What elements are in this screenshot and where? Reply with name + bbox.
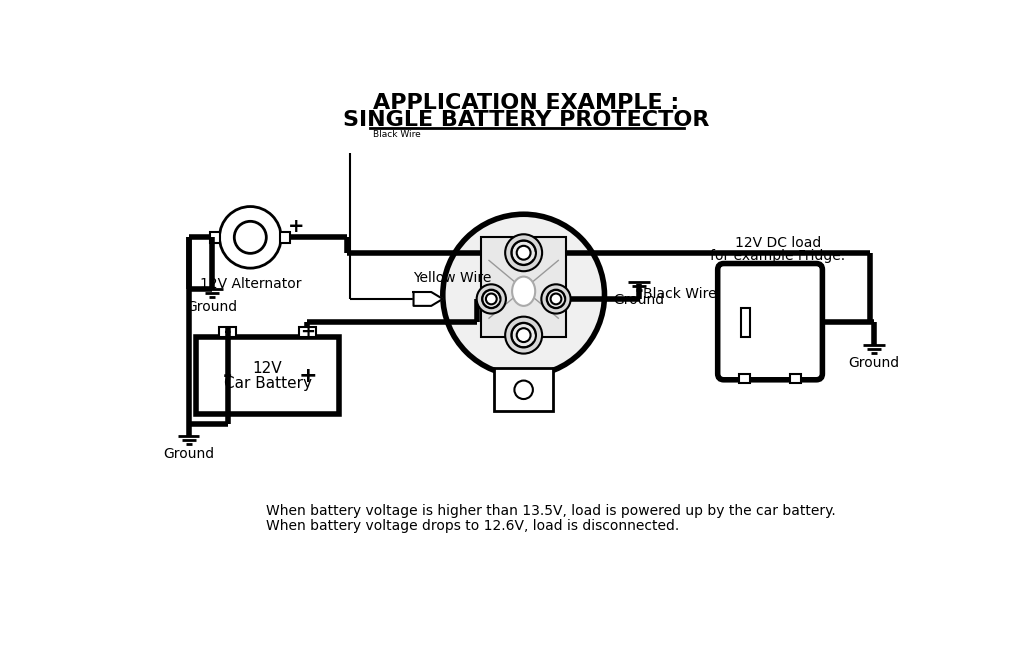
FancyBboxPatch shape xyxy=(299,327,315,337)
Circle shape xyxy=(477,284,506,314)
Text: SINGLE BATTERY PROTECTOR: SINGLE BATTERY PROTECTOR xyxy=(343,110,709,129)
Circle shape xyxy=(486,293,497,304)
Ellipse shape xyxy=(512,277,535,306)
Text: -: - xyxy=(223,366,232,386)
Text: When battery voltage drops to 12.6V, load is disconnected.: When battery voltage drops to 12.6V, loa… xyxy=(266,519,679,533)
Text: Car Battery: Car Battery xyxy=(224,376,311,391)
FancyBboxPatch shape xyxy=(739,374,750,383)
Text: 12V DC load: 12V DC load xyxy=(734,236,821,250)
Circle shape xyxy=(234,221,266,253)
Text: Yellow Wire: Yellow Wire xyxy=(414,271,492,285)
Text: +: + xyxy=(300,323,314,341)
Polygon shape xyxy=(414,292,443,306)
Text: +: + xyxy=(299,366,317,386)
Circle shape xyxy=(505,317,542,354)
Circle shape xyxy=(541,284,571,314)
Text: APPLICATION EXAMPLE :: APPLICATION EXAMPLE : xyxy=(373,92,679,113)
FancyBboxPatch shape xyxy=(740,308,750,337)
FancyBboxPatch shape xyxy=(196,337,339,415)
Circle shape xyxy=(220,207,281,268)
FancyBboxPatch shape xyxy=(494,368,553,411)
Circle shape xyxy=(517,328,531,342)
Text: 12V: 12V xyxy=(253,361,282,376)
Text: Ground: Ground xyxy=(163,447,215,461)
Circle shape xyxy=(511,323,536,348)
Circle shape xyxy=(550,293,562,304)
FancyBboxPatch shape xyxy=(211,232,220,243)
Circle shape xyxy=(511,240,536,265)
Text: Ground: Ground xyxy=(848,356,900,370)
Circle shape xyxy=(546,290,565,308)
Text: Ground: Ground xyxy=(186,300,237,314)
Text: 12V Alternator: 12V Alternator xyxy=(199,277,301,291)
Text: for example Fridge.: for example Fridge. xyxy=(711,249,845,263)
Circle shape xyxy=(482,290,500,308)
Text: Ground: Ground xyxy=(613,293,664,307)
Text: Black Wire: Black Wire xyxy=(643,287,717,301)
Circle shape xyxy=(443,215,605,376)
FancyBboxPatch shape xyxy=(790,374,801,383)
Circle shape xyxy=(505,234,542,271)
Text: When battery voltage is higher than 13.5V, load is powered up by the car battery: When battery voltage is higher than 13.5… xyxy=(266,504,835,518)
FancyBboxPatch shape xyxy=(220,327,236,337)
FancyBboxPatch shape xyxy=(718,264,823,380)
Circle shape xyxy=(517,246,531,260)
Text: +: + xyxy=(289,217,305,236)
FancyBboxPatch shape xyxy=(280,232,291,243)
Text: -: - xyxy=(224,323,232,341)
FancyBboxPatch shape xyxy=(482,237,566,337)
Text: Black Wire: Black Wire xyxy=(374,131,421,139)
